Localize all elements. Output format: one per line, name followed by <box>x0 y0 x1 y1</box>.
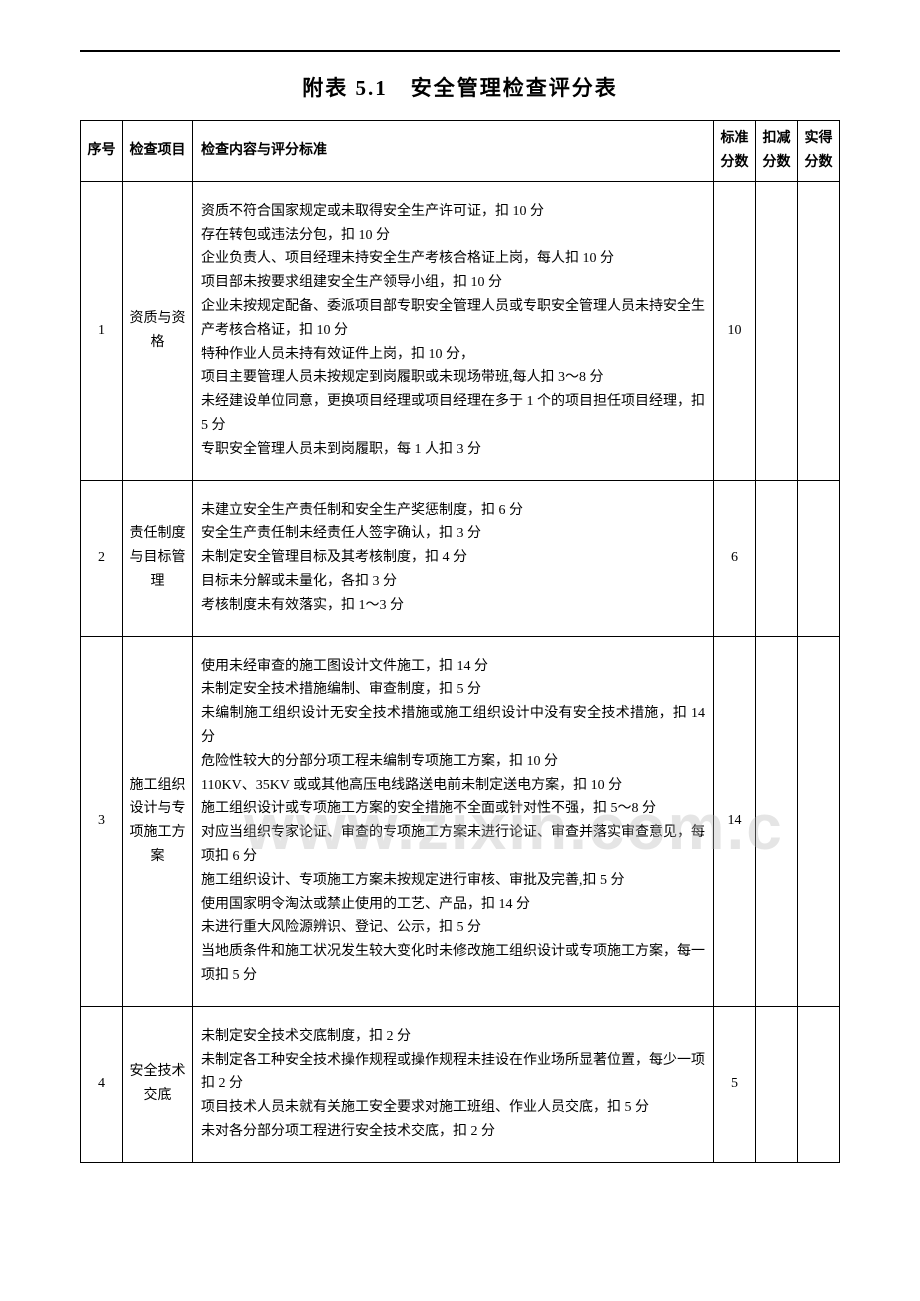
table-row: 4 安全技术交底 未制定安全技术交底制度，扣 2 分未制定各工种安全技术操作规程… <box>81 1006 840 1162</box>
top-horizontal-rule <box>80 50 840 52</box>
cell-seq: 3 <box>81 636 123 1006</box>
table-row: 3 施工组织设计与专项施工方案 使用未经审查的施工图设计文件施工，扣 14 分未… <box>81 636 840 1006</box>
header-standard-score: 标准分数 <box>714 121 756 182</box>
header-deduct-score: 扣减分数 <box>756 121 798 182</box>
cell-standard-score: 10 <box>714 181 756 480</box>
cell-item: 责任制度与目标管理 <box>123 480 193 636</box>
cell-item: 资质与资格 <box>123 181 193 480</box>
cell-content: 资质不符合国家规定或未取得安全生产许可证，扣 10 分存在转包或违法分包，扣 1… <box>193 181 714 480</box>
table-row: 1 资质与资格 资质不符合国家规定或未取得安全生产许可证，扣 10 分存在转包或… <box>81 181 840 480</box>
table-header-row: 序号 检查项目 检查内容与评分标准 标准分数 扣减分数 实得分数 <box>81 121 840 182</box>
cell-deduct-score <box>756 1006 798 1162</box>
cell-seq: 2 <box>81 480 123 636</box>
header-seq: 序号 <box>81 121 123 182</box>
cell-seq: 1 <box>81 181 123 480</box>
cell-seq: 4 <box>81 1006 123 1162</box>
cell-deduct-score <box>756 181 798 480</box>
cell-standard-score: 14 <box>714 636 756 1006</box>
table-body: 1 资质与资格 资质不符合国家规定或未取得安全生产许可证，扣 10 分存在转包或… <box>81 181 840 1162</box>
table-row: 2 责任制度与目标管理 未建立安全生产责任制和安全生产奖惩制度，扣 6 分安全生… <box>81 480 840 636</box>
cell-content: 未制定安全技术交底制度，扣 2 分未制定各工种安全技术操作规程或操作规程未挂设在… <box>193 1006 714 1162</box>
cell-content: 使用未经审查的施工图设计文件施工，扣 14 分未制定安全技术措施编制、审查制度，… <box>193 636 714 1006</box>
cell-content: 未建立安全生产责任制和安全生产奖惩制度，扣 6 分安全生产责任制未经责任人签字确… <box>193 480 714 636</box>
page-title: 附表 5.1 安全管理检查评分表 <box>80 72 840 102</box>
cell-actual-score <box>798 1006 840 1162</box>
scoring-table: 序号 检查项目 检查内容与评分标准 标准分数 扣减分数 实得分数 1 资质与资格… <box>80 120 840 1163</box>
header-content: 检查内容与评分标准 <box>193 121 714 182</box>
cell-actual-score <box>798 181 840 480</box>
cell-standard-score: 5 <box>714 1006 756 1162</box>
cell-deduct-score <box>756 480 798 636</box>
cell-standard-score: 6 <box>714 480 756 636</box>
header-actual-score: 实得分数 <box>798 121 840 182</box>
cell-item: 安全技术交底 <box>123 1006 193 1162</box>
header-item: 检查项目 <box>123 121 193 182</box>
cell-actual-score <box>798 636 840 1006</box>
cell-item: 施工组织设计与专项施工方案 <box>123 636 193 1006</box>
cell-deduct-score <box>756 636 798 1006</box>
cell-actual-score <box>798 480 840 636</box>
